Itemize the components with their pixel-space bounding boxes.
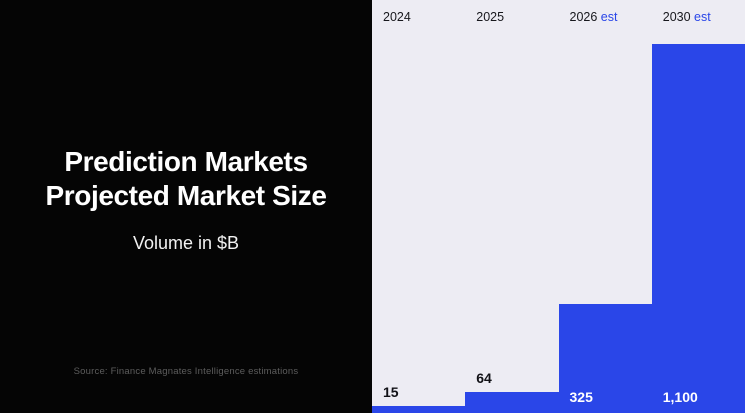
- bar: [651, 44, 745, 413]
- x-axis-label: 2025: [476, 10, 505, 24]
- bar: [558, 304, 652, 413]
- bar-column: 2026 est 325: [558, 0, 652, 413]
- value-label: 1,100: [662, 389, 698, 405]
- value-label: 64: [476, 370, 492, 386]
- est-tag: est: [690, 10, 711, 24]
- bar-column: 2024 15: [372, 0, 466, 413]
- est-tag: est: [597, 10, 618, 24]
- x-axis-label: 2026 est: [569, 10, 618, 24]
- page-title: Prediction Markets Projected Market Size: [45, 145, 327, 211]
- title-block: Prediction Markets Projected Market Size…: [0, 145, 372, 254]
- x-axis-label: 2024: [383, 10, 411, 24]
- bar-column: 2030 est 1,100: [651, 0, 745, 413]
- title-panel: Prediction Markets Projected Market Size…: [0, 0, 372, 413]
- bar-column: 2025 64: [465, 0, 559, 413]
- source-note: Source: Finance Magnates Intelligence es…: [73, 366, 299, 377]
- x-axis-label: 2030 est: [662, 10, 711, 24]
- bar: [372, 406, 466, 413]
- value-label: 15: [383, 384, 399, 400]
- bar: [465, 392, 559, 413]
- chart-panel: 2024 15 2025 64 2026 est 325 2030 est 1,100: [372, 0, 745, 413]
- chart-subtitle: Volume in $B: [132, 233, 240, 254]
- value-label: 325: [569, 389, 593, 405]
